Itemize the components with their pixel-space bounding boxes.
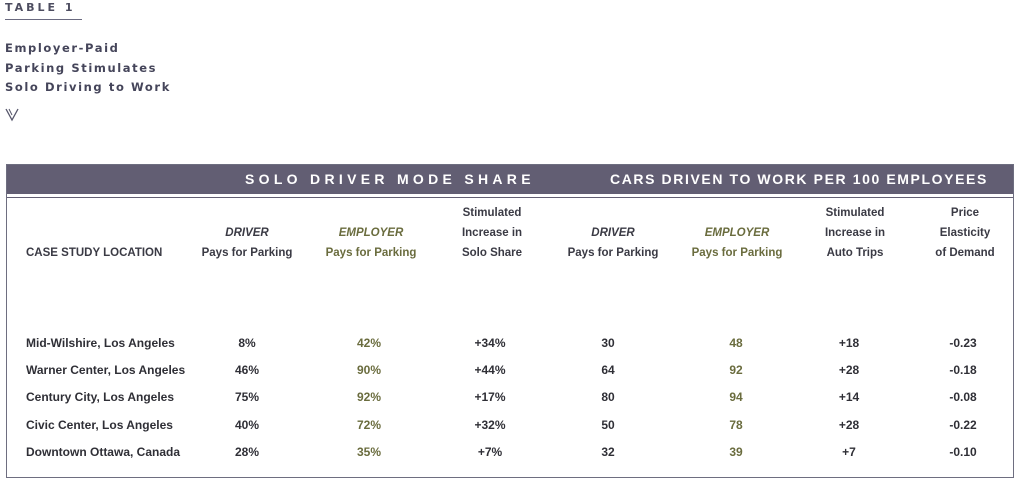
cell-solo-employer: 42% bbox=[356, 336, 382, 350]
header-text: Pays for Parking bbox=[567, 247, 659, 259]
column-header-solo-driver: DRIVER Pays for Parking bbox=[202, 223, 293, 263]
table-subtitle: Employer-Paid Parking Stimulates Solo Dr… bbox=[5, 39, 171, 98]
chevron-down-arrow-icon bbox=[5, 108, 19, 122]
cell-elasticity: -0.10 bbox=[949, 444, 977, 459]
cell-cars-driver: 64 bbox=[601, 363, 615, 378]
cell-solo-driver: 8% bbox=[238, 336, 256, 350]
cell-cars-increase: +28 bbox=[838, 363, 860, 378]
cell-solo-employer: 90% bbox=[356, 363, 382, 378]
column-header-cars-employer: EMPLOYER Pays for Parking bbox=[692, 223, 783, 263]
header-em: DRIVER bbox=[591, 227, 635, 239]
cell-solo-driver: 40% bbox=[234, 417, 260, 432]
column-header-solo-employer: EMPLOYER Pays for Parking bbox=[326, 223, 417, 263]
column-header-cars-increase: Stimulated Increase in Auto Trips bbox=[825, 203, 885, 263]
header-text: Price bbox=[950, 207, 980, 219]
row-location: Warner Center, Los Angeles bbox=[26, 363, 186, 378]
table-label: TABLE 1 bbox=[5, 1, 76, 14]
cell-cars-increase: +28 bbox=[838, 417, 860, 432]
cell-cars-increase: +18 bbox=[838, 336, 860, 350]
header-text: of Demand bbox=[935, 247, 995, 259]
table-label-rule bbox=[5, 19, 82, 20]
cell-cars-driver: 80 bbox=[601, 390, 615, 405]
cell-solo-increase: +17% bbox=[474, 390, 506, 405]
cell-solo-driver: 46% bbox=[234, 363, 260, 378]
cell-solo-employer: 92% bbox=[356, 390, 382, 405]
header-text: Increase in bbox=[461, 227, 523, 239]
row-location: Downtown Ottawa, Canada bbox=[26, 444, 181, 459]
header-text: Auto Trips bbox=[826, 247, 884, 259]
subtitle-line-2: Parking Stimulates bbox=[5, 60, 158, 75]
group-header-cars: CARS DRIVEN TO WORK PER 100 EMPLOYEES bbox=[610, 171, 988, 187]
column-header-elasticity: Price Elasticity of Demand bbox=[935, 203, 994, 263]
cell-solo-driver: 28% bbox=[234, 444, 260, 459]
cell-cars-employer: 78 bbox=[729, 417, 743, 432]
row-location: Century City, Los Angeles bbox=[26, 390, 175, 405]
cell-elasticity: -0.22 bbox=[949, 417, 977, 432]
cell-elasticity: -0.23 bbox=[949, 336, 977, 350]
parking-data-table: SOLO DRIVER MODE SHARE CARS DRIVEN TO WO… bbox=[6, 164, 1014, 478]
cell-cars-employer: 39 bbox=[729, 444, 743, 459]
cell-cars-driver: 32 bbox=[601, 444, 615, 459]
cell-solo-increase: +44% bbox=[474, 363, 506, 378]
cell-elasticity: -0.18 bbox=[949, 363, 977, 378]
header-em: DRIVER bbox=[225, 227, 269, 239]
group-header-solo: SOLO DRIVER MODE SHARE bbox=[245, 171, 535, 187]
column-header-solo-increase: Stimulated Increase in Solo Share bbox=[462, 203, 522, 263]
column-header-cars-driver: DRIVER Pays for Parking bbox=[568, 223, 659, 263]
header-text: Solo Share bbox=[461, 247, 523, 259]
cell-solo-increase: +7% bbox=[477, 444, 503, 459]
header-divider bbox=[7, 194, 1013, 197]
header-text: Pays for Parking bbox=[325, 247, 417, 259]
cell-cars-increase: +7 bbox=[842, 444, 856, 459]
cell-cars-employer: 48 bbox=[729, 336, 743, 350]
cell-solo-increase: +32% bbox=[474, 417, 506, 432]
cell-elasticity: -0.08 bbox=[949, 390, 977, 405]
header-text: Increase in bbox=[824, 227, 886, 239]
row-location: Civic Center, Los Angeles bbox=[26, 417, 173, 432]
cell-cars-employer: 94 bbox=[729, 390, 743, 405]
cell-solo-driver: 75% bbox=[234, 390, 260, 405]
subtitle-line-3: Solo Driving to Work bbox=[5, 80, 171, 94]
header-text: Elasticity bbox=[939, 227, 991, 239]
subtitle-line-1: Employer-Paid bbox=[5, 41, 120, 55]
header-em: EMPLOYER bbox=[704, 227, 770, 239]
cell-cars-driver: 30 bbox=[601, 336, 615, 350]
cell-cars-increase: +14 bbox=[838, 390, 860, 405]
header-text: Stimulated bbox=[825, 207, 885, 219]
cell-cars-driver: 50 bbox=[601, 417, 615, 432]
cell-cars-employer: 92 bbox=[729, 363, 743, 378]
header-text: Pays for Parking bbox=[201, 247, 293, 259]
cell-solo-employer: 72% bbox=[356, 417, 382, 432]
table-header-band: SOLO DRIVER MODE SHARE CARS DRIVEN TO WO… bbox=[7, 165, 1013, 194]
cell-solo-employer: 35% bbox=[356, 444, 382, 459]
header-text: Pays for Parking bbox=[691, 247, 783, 259]
header-divider-line bbox=[7, 197, 1013, 198]
header-text: Stimulated bbox=[462, 207, 522, 219]
header-em: EMPLOYER bbox=[338, 227, 404, 239]
column-header-location: CASE STUDY LOCATION bbox=[26, 247, 163, 259]
cell-solo-increase: +34% bbox=[474, 336, 506, 350]
row-location: Mid-Wilshire, Los Angeles bbox=[26, 336, 175, 350]
